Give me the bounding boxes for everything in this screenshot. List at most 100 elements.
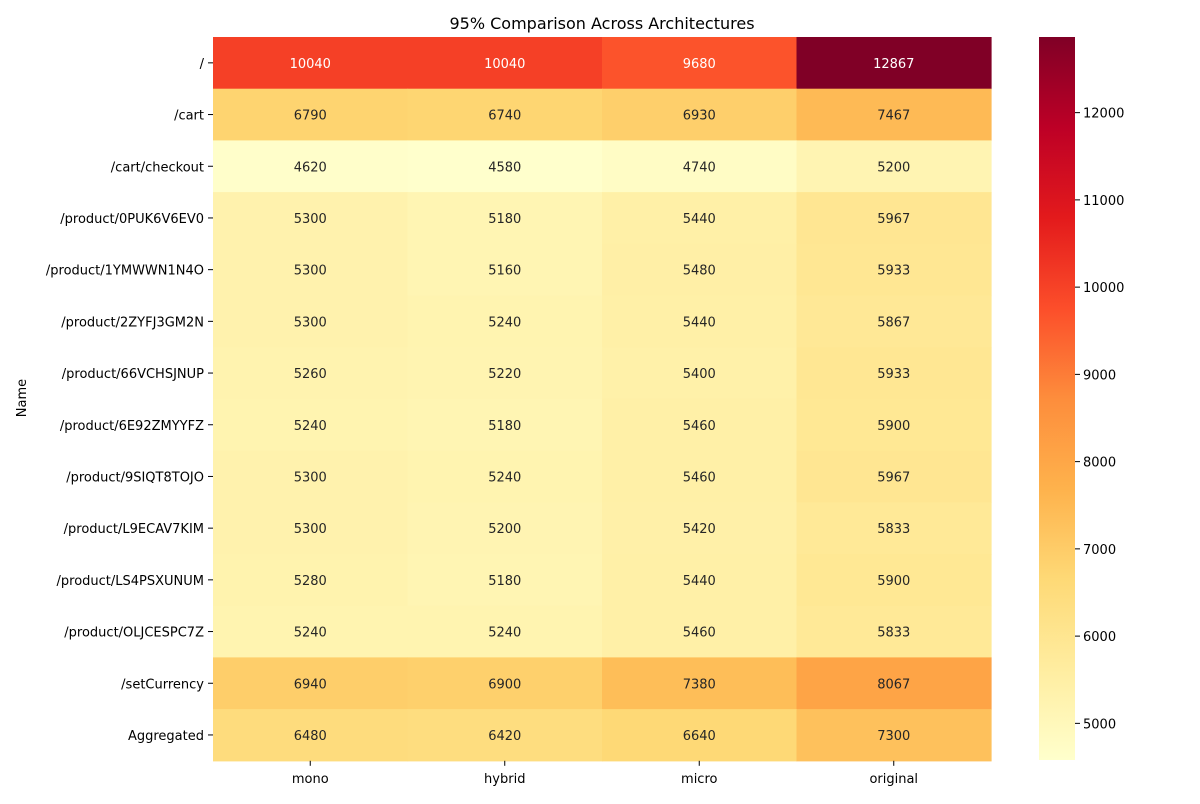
cell-value-label: 12867	[873, 57, 914, 72]
row-label: /product/L9ECAV7KIM	[64, 522, 204, 537]
heatmap-cell	[407, 450, 603, 503]
cell-value-label: 6480	[294, 729, 327, 744]
heatmap-cell	[602, 605, 798, 658]
heatmap-cell	[796, 347, 992, 400]
heatmap-cell	[602, 502, 798, 555]
cell-value-label: 5300	[294, 264, 327, 279]
row-label: /product/0PUK6V6EV0	[60, 212, 204, 227]
cell-value-label: 5240	[294, 419, 327, 434]
cell-value-label: 6940	[294, 677, 327, 692]
heatmap-cell	[796, 554, 992, 607]
heatmap-cell	[796, 37, 992, 90]
heatmap-cell	[796, 450, 992, 503]
column-labels: mono hybrid micro original	[292, 760, 918, 787]
cell-value-label: 5300	[294, 522, 327, 537]
cell-value-label: 5967	[877, 470, 910, 485]
heatmap-cell	[796, 605, 992, 658]
colorbar-tick-label: 11000	[1083, 194, 1124, 209]
heatmap-cell	[407, 347, 603, 400]
cell-value-label: 5440	[683, 212, 716, 227]
heatmap-cell	[796, 398, 992, 452]
heatmap-cell	[407, 243, 603, 297]
cell-value-label: 6640	[683, 729, 716, 744]
heatmap-cell	[213, 450, 409, 503]
cell-value-label: 5180	[488, 212, 521, 227]
cell-value-label: 5300	[294, 212, 327, 227]
cell-value-label: 5180	[488, 419, 521, 434]
cell-value-label: 6930	[683, 109, 716, 124]
y-axis-label: Name	[15, 379, 30, 417]
chart-title: 95% Comparison Across Architectures	[449, 14, 754, 33]
heatmap-cell	[796, 140, 992, 193]
heatmap-cell	[407, 657, 603, 710]
heatmap-cell	[407, 37, 603, 90]
cell-value-label: 9680	[683, 57, 716, 72]
heatmap-cell	[213, 243, 409, 297]
colorbar-tick-label: 7000	[1083, 543, 1116, 558]
heatmap-cell	[796, 243, 992, 297]
cell-value-label: 5440	[683, 574, 716, 589]
row-label: /cart/checkout	[111, 160, 204, 175]
heatmap-cell	[407, 398, 603, 452]
cell-value-label: 5260	[294, 367, 327, 382]
heatmap-cell	[213, 347, 409, 400]
heatmap-cell	[602, 554, 798, 607]
heatmap-cell	[796, 192, 992, 245]
heatmap-cell	[407, 709, 603, 762]
cell-value-label: 10040	[484, 57, 525, 72]
cell-value-label: 6900	[488, 677, 521, 692]
colorbar-tick-label: 10000	[1083, 281, 1124, 296]
heatmap-cell	[213, 295, 409, 348]
colorbar-tick-label: 6000	[1083, 630, 1116, 645]
cell-value-label: 5440	[683, 315, 716, 330]
cell-value-label: 5300	[294, 470, 327, 485]
colorbar-tick-label: 9000	[1083, 368, 1116, 383]
cell-value-label: 6790	[294, 109, 327, 124]
row-label: /product/6E92ZMYYFZ	[60, 419, 204, 434]
colorbar-tick-label: 5000	[1083, 717, 1116, 732]
cell-value-label: 5240	[488, 626, 521, 641]
heatmap-cell	[213, 37, 409, 90]
cell-value-label: 5220	[488, 367, 521, 382]
colorbar-gradient	[1039, 37, 1075, 760]
colorbar-tick-label: 8000	[1083, 456, 1116, 471]
heatmap-cell	[796, 88, 992, 141]
row-label: /cart	[174, 109, 204, 124]
cell-value-label: 5900	[877, 419, 910, 434]
heatmap-cell	[407, 605, 603, 658]
heatmap-cell	[213, 502, 409, 555]
row-label: Aggregated	[128, 729, 204, 744]
heatmap-cell	[407, 502, 603, 555]
cell-value-label: 5240	[294, 626, 327, 641]
heatmap-cell	[213, 192, 409, 245]
column-label: micro	[681, 772, 717, 787]
cell-value-label: 5180	[488, 574, 521, 589]
heatmap-cell	[602, 347, 798, 400]
row-label: /product/2ZYFJ3GM2N	[61, 315, 204, 330]
cell-value-label: 5833	[877, 522, 910, 537]
cell-value-label: 8067	[877, 677, 910, 692]
cell-value-label: 5833	[877, 626, 910, 641]
row-label: /product/1YMWWN1N4O	[46, 264, 204, 279]
cell-value-label: 5280	[294, 574, 327, 589]
row-label: /product/66VCHSJNUP	[62, 367, 204, 382]
heatmap-cell	[213, 398, 409, 452]
heatmap-cell	[213, 657, 409, 710]
cell-value-label: 5460	[683, 470, 716, 485]
heatmap-cell	[213, 88, 409, 141]
column-label: hybrid	[484, 772, 525, 787]
cell-value-label: 5300	[294, 315, 327, 330]
cell-value-label: 4740	[683, 160, 716, 175]
cell-value-label: 4620	[294, 160, 327, 175]
cell-value-label: 5967	[877, 212, 910, 227]
cell-value-label: 7467	[877, 109, 910, 124]
cell-value-label: 5240	[488, 315, 521, 330]
heatmap-cell	[407, 295, 603, 348]
heatmap-cell-labels: 10040 10040 9680 12867 6790 6740 6930 7467 4620 4…	[290, 57, 915, 744]
cell-value-label: 5867	[877, 315, 910, 330]
cell-value-label: 5240	[488, 470, 521, 485]
row-label: /	[200, 57, 205, 72]
cell-value-label: 10040	[290, 57, 331, 72]
